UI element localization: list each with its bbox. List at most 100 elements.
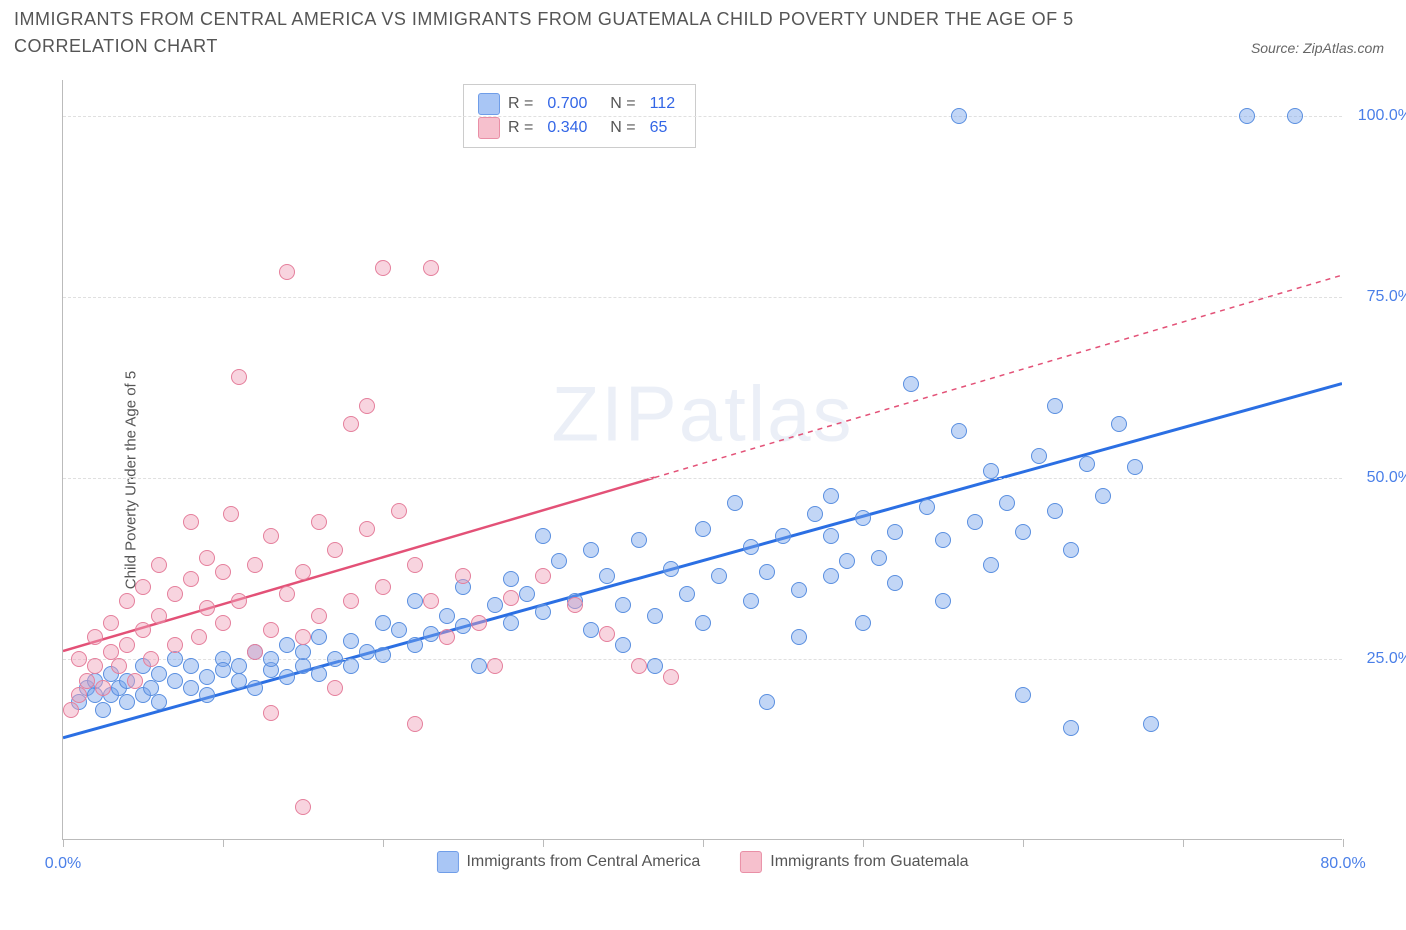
data-point [551,553,567,569]
data-point [215,662,231,678]
data-point [695,615,711,631]
data-point [119,694,135,710]
data-point [71,651,87,667]
data-point [191,629,207,645]
data-point [407,557,423,573]
data-point [311,629,327,645]
data-point [407,716,423,732]
data-point [599,568,615,584]
x-tick [863,839,864,847]
data-point [263,622,279,638]
data-point [71,687,87,703]
data-point [695,521,711,537]
data-point [327,651,343,667]
legend-n-value: 112 [650,95,676,113]
data-point [887,524,903,540]
data-point [727,495,743,511]
x-tick [1023,839,1024,847]
data-point [359,521,375,537]
data-point [295,644,311,660]
data-point [151,557,167,573]
data-point [391,622,407,638]
data-point [1047,503,1063,519]
data-point [471,658,487,674]
data-point [87,629,103,645]
legend-r-label: R = [508,95,533,113]
data-point [1095,488,1111,504]
data-point [439,608,455,624]
data-point [311,514,327,530]
data-point [823,488,839,504]
data-point [151,608,167,624]
data-point [615,597,631,613]
data-point [1111,416,1127,432]
data-point [279,586,295,602]
data-point [135,579,151,595]
data-point [247,680,263,696]
data-point [247,644,263,660]
data-point [791,582,807,598]
data-point [471,615,487,631]
data-point [951,108,967,124]
data-point [79,673,95,689]
data-point [63,702,79,718]
data-point [295,564,311,580]
x-tick [1343,839,1344,847]
data-point [183,571,199,587]
data-point [183,514,199,530]
data-point [967,514,983,530]
data-point [775,528,791,544]
data-point [311,666,327,682]
data-point [807,506,823,522]
data-point [887,575,903,591]
data-point [647,608,663,624]
data-point [759,694,775,710]
data-point [1239,108,1255,124]
data-point [935,532,951,548]
data-point [143,651,159,667]
data-point [935,593,951,609]
data-point [95,702,111,718]
legend-swatch [478,117,500,139]
data-point [487,597,503,613]
legend-row: R = 0.700 N = 112 [478,93,681,115]
data-point [759,564,775,580]
legend-r-label: R = [508,119,533,137]
data-point [423,626,439,642]
data-point [855,615,871,631]
data-point [615,637,631,653]
data-point [1287,108,1303,124]
data-point [263,651,279,667]
grid-line [63,116,1342,117]
data-point [327,542,343,558]
data-point [311,608,327,624]
data-point [279,264,295,280]
bottom-legend-item: Immigrants from Guatemala [740,851,968,873]
data-point [535,568,551,584]
data-point [391,503,407,519]
data-point [663,669,679,685]
data-point [743,539,759,555]
source-label: Source: ZipAtlas.com [1251,40,1384,56]
data-point [423,260,439,276]
data-point [375,615,391,631]
data-point [103,644,119,660]
x-tick [63,839,64,847]
data-point [151,666,167,682]
data-point [343,633,359,649]
data-point [183,658,199,674]
data-point [1031,448,1047,464]
data-point [951,423,967,439]
data-point [823,568,839,584]
x-tick [223,839,224,847]
data-point [439,629,455,645]
data-point [199,550,215,566]
data-point [503,615,519,631]
data-point [903,376,919,392]
data-point [127,673,143,689]
data-point [823,528,839,544]
data-point [663,561,679,577]
data-point [295,799,311,815]
data-point [1047,398,1063,414]
data-point [1015,687,1031,703]
